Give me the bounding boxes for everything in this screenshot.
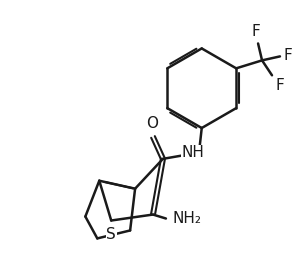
Text: NH₂: NH₂ — [173, 211, 202, 226]
Text: F: F — [276, 78, 285, 93]
Text: F: F — [284, 48, 293, 63]
Text: F: F — [252, 24, 260, 40]
Text: S: S — [106, 228, 116, 243]
Text: O: O — [146, 116, 158, 131]
Text: NH: NH — [181, 145, 204, 160]
